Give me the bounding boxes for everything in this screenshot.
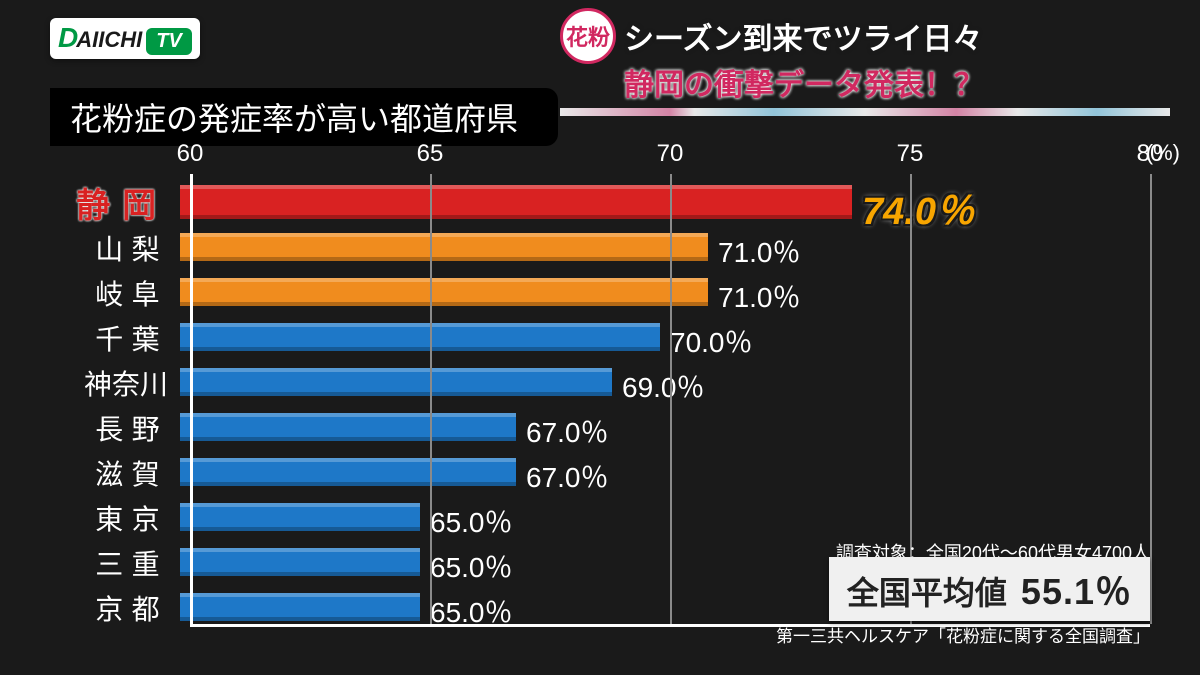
station-logo: D AIICHI TV <box>50 18 200 59</box>
prefecture-label: 三重 <box>50 543 180 583</box>
prefecture-label: 長野 <box>50 408 180 448</box>
national-average-box: 全国平均値 55.1％ <box>829 557 1150 621</box>
pollen-badge: 花粉 <box>560 8 616 64</box>
avg-label: 全国平均値 <box>847 568 1007 614</box>
banner-line2: 静岡の衝撃データ発表！？ <box>624 60 1170 104</box>
table-row: 滋賀 67.0％ <box>50 450 1150 495</box>
bar-track: 69.0％ <box>180 360 1150 405</box>
prefecture-label: 山梨 <box>50 228 180 268</box>
gridline <box>430 174 432 624</box>
bar <box>180 548 420 576</box>
bar <box>180 185 852 219</box>
logo-box: D AIICHI TV <box>50 18 200 59</box>
table-row: 神奈川 69.0％ <box>50 360 1150 405</box>
data-source: 第一三共ヘルスケア「花粉症に関する全国調査」 <box>776 622 1150 647</box>
bar <box>180 593 420 621</box>
bar-value: 67.0％ <box>526 411 609 451</box>
axis-tick: 75 <box>897 140 924 168</box>
bar-track: 70.0％ <box>180 315 1150 360</box>
axis-unit: (%) <box>1146 140 1180 166</box>
bar-value: 67.0％ <box>526 456 609 496</box>
bar-value: 71.0％ <box>718 276 801 316</box>
banner-line1: シーズン到来でツライ日々 <box>624 14 983 58</box>
x-axis-labels: 6065707580(%) <box>190 140 1150 170</box>
bar-track: 74.0％ <box>180 180 1150 225</box>
bar-value: 65.0％ <box>430 501 513 541</box>
y-baseline <box>190 174 193 624</box>
bar-track: 71.0％ <box>180 225 1150 270</box>
prefecture-label: 岐阜 <box>50 273 180 313</box>
prefecture-label: 静岡 <box>50 178 180 227</box>
table-row: 東京 65.0％ <box>50 495 1150 540</box>
avg-value: 55.1％ <box>1021 563 1132 615</box>
prefecture-label: 京都 <box>50 588 180 628</box>
bar-track: 67.0％ <box>180 405 1150 450</box>
table-row: 千葉 70.0％ <box>50 315 1150 360</box>
prefecture-label: 千葉 <box>50 318 180 358</box>
bar-track: 71.0％ <box>180 270 1150 315</box>
banner-top: 花粉 シーズン到来でツライ日々 <box>560 8 1170 64</box>
prefecture-label: 滋賀 <box>50 453 180 493</box>
prefecture-label: 東京 <box>50 498 180 538</box>
bar <box>180 413 516 441</box>
logo-tv: TV <box>146 28 192 55</box>
bar-value: 65.0％ <box>430 546 513 586</box>
bar <box>180 233 708 261</box>
bar <box>180 278 708 306</box>
header-banner: 花粉 シーズン到来でツライ日々 静岡の衝撃データ発表！？ <box>560 8 1170 116</box>
gridline <box>1150 174 1152 624</box>
bar <box>180 368 612 396</box>
table-row: 長野 67.0％ <box>50 405 1150 450</box>
logo-aichi: AIICHI <box>76 27 142 53</box>
bar-value: 69.0％ <box>622 366 705 406</box>
bar <box>180 458 516 486</box>
axis-tick: 65 <box>417 140 444 168</box>
axis-tick: 60 <box>177 140 204 168</box>
bar-track: 65.0％ <box>180 495 1150 540</box>
chart-title: 花粉症の発症率が高い都道府県 <box>50 88 558 146</box>
bar-value: 70.0％ <box>670 321 753 361</box>
table-row: 静岡74.0％ <box>50 180 1150 225</box>
axis-tick: 70 <box>657 140 684 168</box>
bar <box>180 323 660 351</box>
banner-underline <box>560 108 1170 116</box>
table-row: 山梨 71.0％ <box>50 225 1150 270</box>
prefecture-label: 神奈川 <box>50 363 180 403</box>
bar-value: 71.0％ <box>718 231 801 271</box>
bar <box>180 503 420 531</box>
gridline <box>670 174 672 624</box>
bar-track: 67.0％ <box>180 450 1150 495</box>
table-row: 岐阜 71.0％ <box>50 270 1150 315</box>
